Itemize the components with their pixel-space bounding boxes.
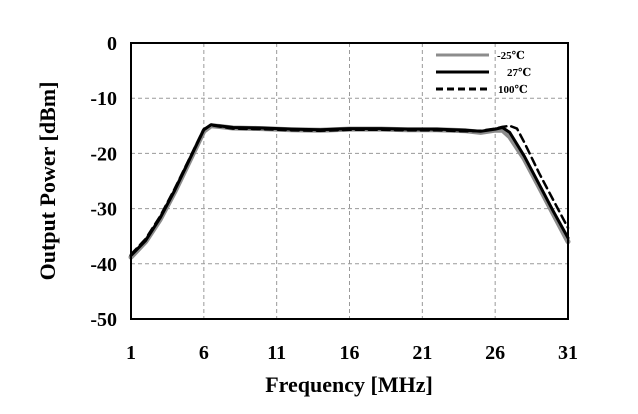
legend-label-27: 27℃ <box>507 67 531 79</box>
x-tick-label: 1 <box>126 342 136 364</box>
x-tick-label: 11 <box>267 342 286 364</box>
x-tick-label: 31 <box>558 342 578 364</box>
y-tick-label: -50 <box>90 309 117 331</box>
legend-label-minus25: -25℃ <box>497 50 525 62</box>
legend: -25℃ 27℃ 100℃ <box>436 50 531 96</box>
y-tick-label: -40 <box>90 254 117 276</box>
grid-lines <box>131 43 568 319</box>
y-tick-label: -20 <box>90 143 117 165</box>
x-tick-label: 26 <box>485 342 505 364</box>
x-tick-label: 6 <box>199 342 209 364</box>
y-tick-label: -30 <box>90 199 117 221</box>
y-tick-label: -10 <box>90 88 117 110</box>
x-tick-labels: 1 6 11 16 21 26 31 <box>126 342 578 364</box>
x-tick-label: 21 <box>412 342 432 364</box>
y-tick-label: 0 <box>107 33 117 55</box>
y-tick-labels: 0 -10 -20 -30 -40 -50 <box>90 33 117 331</box>
series-lines <box>128 123 571 260</box>
legend-label-100: 100℃ <box>498 84 528 96</box>
series-line-2 <box>129 123 570 256</box>
x-tick-label: 16 <box>340 342 360 364</box>
plot-frame <box>130 42 569 320</box>
y-axis-title: Output Power [dBm] <box>35 82 60 281</box>
x-axis-title: Frequency [MHz] <box>265 372 433 397</box>
